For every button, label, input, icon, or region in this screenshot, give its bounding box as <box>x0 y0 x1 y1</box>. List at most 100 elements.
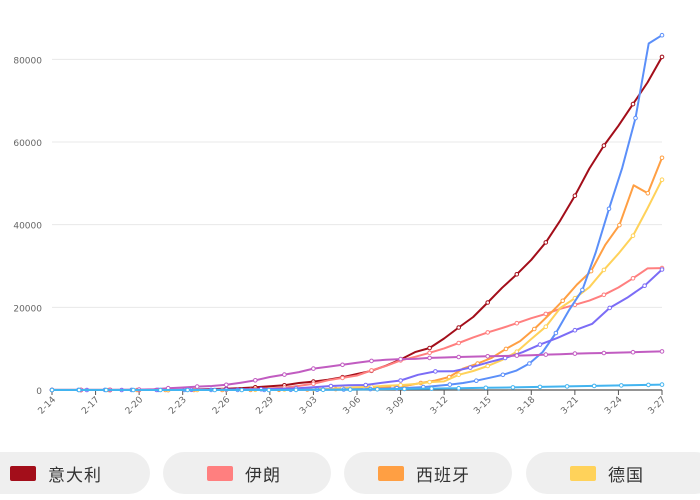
data-point <box>320 387 326 393</box>
data-point <box>456 340 462 346</box>
x-tick-label: 3-21 <box>559 395 581 417</box>
data-point <box>485 363 491 369</box>
data-point <box>474 378 479 384</box>
series-line-1 <box>52 267 663 391</box>
data-point <box>543 352 549 357</box>
data-point <box>630 276 636 281</box>
x-tick-label: 3-27 <box>647 395 669 417</box>
series-line-0 <box>52 56 663 391</box>
data-point <box>253 378 258 383</box>
data-point <box>485 354 491 359</box>
data-point <box>537 384 543 390</box>
legend-item-italy[interactable]: 意大利 <box>0 452 150 494</box>
y-tick-label: 20000 <box>13 304 42 314</box>
legend-label: 意大利 <box>48 465 102 486</box>
data-point <box>543 311 549 317</box>
x-axis: 2-14 2-17 2-20 2-23 2-26 2-29 3-03 3-06 3-09 3-12… <box>37 390 669 417</box>
x-tick-label: 2-29 <box>254 395 276 417</box>
data-point <box>527 361 532 366</box>
data-point <box>564 384 570 389</box>
data-point <box>537 342 543 347</box>
y-tick-label: 0 <box>36 387 42 397</box>
y-tick-label: 60000 <box>13 139 42 149</box>
data-point <box>282 372 287 377</box>
y-tick-label: 80000 <box>13 56 42 66</box>
x-tick-label: 3-12 <box>429 395 451 417</box>
x-tick-label: 2-23 <box>167 395 189 417</box>
data-point <box>617 222 622 228</box>
x-tick-label: 3-24 <box>603 395 625 417</box>
gridlines <box>52 58 662 391</box>
data-point <box>398 356 403 362</box>
data-point <box>103 387 109 393</box>
data-point <box>456 372 462 378</box>
data-point <box>514 320 520 326</box>
legend-item-iran[interactable]: 伊朗 <box>163 452 331 494</box>
data-point <box>468 365 473 370</box>
data-point <box>572 193 578 198</box>
x-tick-label: 3-09 <box>385 395 407 417</box>
series-line-6 <box>52 350 663 391</box>
data-point <box>224 382 229 388</box>
data-point <box>659 177 665 182</box>
data-point <box>456 385 462 391</box>
data-point <box>642 283 647 289</box>
data-point <box>633 115 638 121</box>
data-point <box>311 381 316 387</box>
data-point <box>601 143 607 148</box>
data-point <box>185 387 190 393</box>
data-point <box>514 353 520 358</box>
data-point <box>601 292 607 298</box>
legend-label: 西班牙 <box>416 465 470 486</box>
x-tick-label: 2-20 <box>124 395 146 417</box>
series-line-5 <box>52 268 663 391</box>
data-point <box>601 267 607 273</box>
data-point <box>619 383 624 388</box>
x-tick-label: 3-06 <box>342 395 364 417</box>
data-point <box>427 345 432 351</box>
data-point <box>560 298 566 304</box>
series-line-3 <box>52 179 663 391</box>
legend-item-germany[interactable]: 德国 <box>526 452 700 494</box>
data-point <box>427 355 432 361</box>
data-point <box>510 385 516 390</box>
series-lines <box>49 32 665 393</box>
legend-swatch <box>207 465 233 481</box>
data-point <box>447 382 453 387</box>
legend-item-spain[interactable]: 西班牙 <box>344 452 512 494</box>
legend-swatch <box>570 465 596 481</box>
data-point <box>606 206 612 212</box>
data-point <box>553 330 559 336</box>
data-point <box>572 327 578 333</box>
data-point <box>340 362 345 368</box>
legend-swatch <box>378 465 404 481</box>
data-point <box>375 387 380 392</box>
x-tick-label: 3-03 <box>298 395 320 417</box>
data-point <box>369 368 374 373</box>
data-point <box>427 350 432 356</box>
data-point <box>659 32 665 38</box>
data-point <box>402 386 407 392</box>
data-point <box>398 382 403 388</box>
data-point <box>601 350 607 356</box>
legend-label: 伊朗 <box>245 465 281 486</box>
data-point <box>659 155 665 161</box>
data-point <box>630 349 636 355</box>
data-point <box>543 240 549 245</box>
data-point <box>363 382 369 388</box>
data-point <box>630 101 636 107</box>
data-point <box>645 190 651 196</box>
data-point <box>311 366 316 371</box>
y-axis-ticks: 0 20000 40000 60000 80000 <box>13 56 42 397</box>
x-tick-label: 2-26 <box>211 395 233 417</box>
data-point <box>659 382 665 387</box>
data-point <box>433 369 438 374</box>
data-point <box>591 383 597 389</box>
data-point <box>514 272 520 277</box>
data-point <box>398 378 403 383</box>
data-point <box>293 387 299 393</box>
x-tick-label: 2-14 <box>37 395 59 417</box>
data-point <box>49 387 55 393</box>
data-point <box>456 354 462 360</box>
